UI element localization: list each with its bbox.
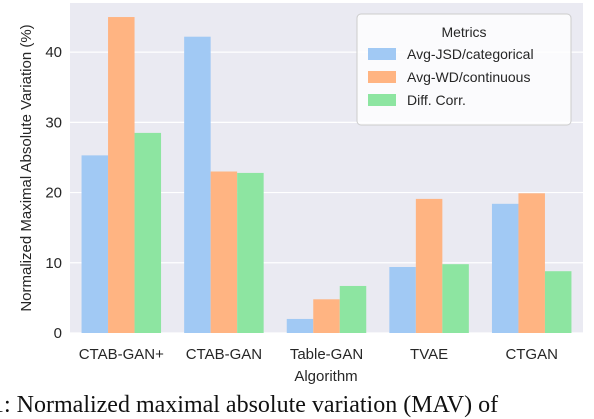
legend-swatch	[368, 94, 396, 106]
bar	[313, 299, 340, 333]
y-tick-labels: 0 10 20 30 40	[45, 44, 62, 342]
bar	[134, 132, 162, 333]
x-tick-labels: CTAB-GAN+ CTAB-GAN Table-GAN TVAE CTGAN	[79, 346, 558, 363]
bars	[81, 17, 572, 334]
y-tick-label: 30	[45, 114, 62, 131]
bar	[210, 171, 238, 333]
bar	[184, 36, 211, 334]
legend-swatch	[368, 71, 396, 83]
bar	[491, 203, 519, 333]
bar	[286, 318, 314, 333]
bar	[415, 198, 443, 333]
legend-box	[356, 13, 572, 126]
bar	[108, 17, 135, 334]
x-axis-label: Algorithm	[294, 368, 357, 385]
x-tick-label: CTAB-GAN+	[79, 346, 164, 363]
bar	[389, 267, 416, 333]
legend-label: Avg-JSD/categorical	[407, 46, 534, 62]
figure-caption: 1: Normalized maximal absolute variation…	[0, 392, 499, 418]
bar	[237, 172, 264, 333]
bar	[339, 285, 367, 333]
legend-label: Diff. Corr.	[407, 92, 466, 108]
y-tick-label: 20	[45, 185, 62, 202]
y-tick-label: 0	[54, 325, 62, 342]
bar	[442, 264, 469, 333]
y-axis-label: Normalized Maximal Absolute Variation (%…	[18, 24, 35, 311]
bar	[544, 271, 572, 333]
bar-chart: 0 10 20 30 40 CTAB-GAN+ CTAB-GAN Table-GAN TVAE…	[18, 3, 583, 385]
x-tick-label: Table-GAN	[290, 346, 363, 363]
y-tick-label: 40	[45, 44, 62, 61]
x-tick-label: CTAB-GAN	[186, 346, 262, 363]
y-tick-label: 10	[45, 255, 62, 272]
legend-label: Avg-WD/continuous	[407, 69, 530, 85]
legend-swatch	[368, 48, 396, 60]
legend-title: Metrics	[441, 24, 486, 40]
bar	[518, 193, 545, 333]
legend: Metrics Avg-JSD/categorical Avg-WD/contin…	[356, 13, 572, 126]
x-tick-label: TVAE	[410, 346, 448, 363]
x-tick-label: CTGAN	[505, 346, 558, 363]
bar	[81, 155, 109, 333]
